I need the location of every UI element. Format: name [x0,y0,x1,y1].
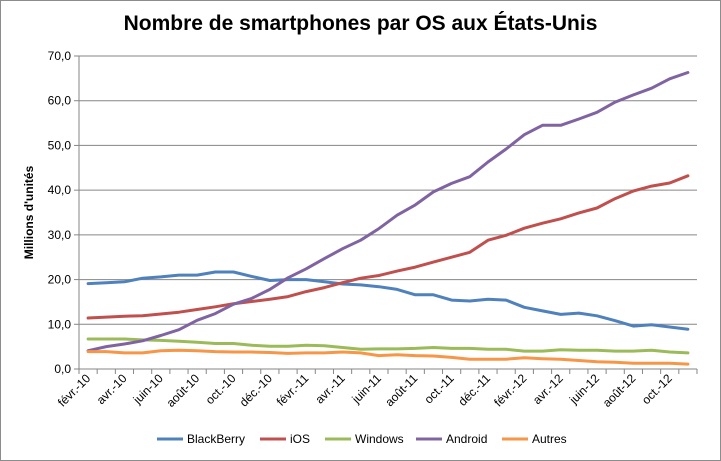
series-line-autres [86,348,690,366]
legend-label: Windows [355,432,404,446]
y-tick-label: 40,0 [48,183,72,197]
series-line-blackberry [86,270,690,331]
x-tick-label: avr.-12 [530,371,566,407]
x-tick-label: avr.-11 [312,371,347,406]
chart-title: Nombre de smartphones par OS aux États-U… [123,12,598,35]
y-tick-label: 20,0 [48,273,72,287]
y-tick-label: 30,0 [48,228,72,242]
x-tick-label: juin-11 [349,371,385,407]
x-tick-label: oct.-10 [203,371,239,407]
legend-item-android: Android [416,432,487,446]
x-tick-label: avr.-10 [94,371,130,407]
x-tick-label: août-12 [600,371,639,410]
legend: BlackBerry iOS Windows Android Autres [157,432,567,446]
y-axis-label: Millions d'unités [22,165,36,259]
x-tick-label: déc.-11 [456,371,494,409]
y-tick-label: 60,0 [48,94,72,108]
legend-item-blackberry: BlackBerry [157,432,245,446]
y-tick-label: 10,0 [48,317,72,331]
legend-item-windows: Windows [325,432,404,446]
x-tick-label: déc.-10 [237,371,275,409]
legend-item-autres: Autres [502,432,567,446]
y-tick-label: 0,0 [54,362,71,376]
x-tick-label: juin-12 [566,371,602,407]
x-tick-label: févr.-11 [274,371,312,409]
legend-label: iOS [290,432,310,446]
legend-item-ios: iOS [260,432,310,446]
x-tick-label: oct.-12 [639,371,675,407]
legend-label: BlackBerry [187,432,245,446]
x-tick-label: juin-10 [130,371,166,407]
x-tick-label: févr.-12 [491,371,529,409]
series-line-android [86,71,690,353]
series-line-ios [86,174,690,320]
legend-label: Android [446,432,487,446]
series-lines [86,71,690,366]
gridlines [79,55,697,325]
x-tick-label: oct.-11 [422,371,457,406]
y-tick-label: 70,0 [48,49,72,63]
series-line-windows [86,337,690,355]
x-tick-label: févr.-10 [55,371,93,409]
x-tick-label: août-10 [164,371,203,410]
x-tick-label: août-11 [382,371,420,409]
y-tick-label: 50,0 [48,138,72,152]
legend-label: Autres [532,432,567,446]
